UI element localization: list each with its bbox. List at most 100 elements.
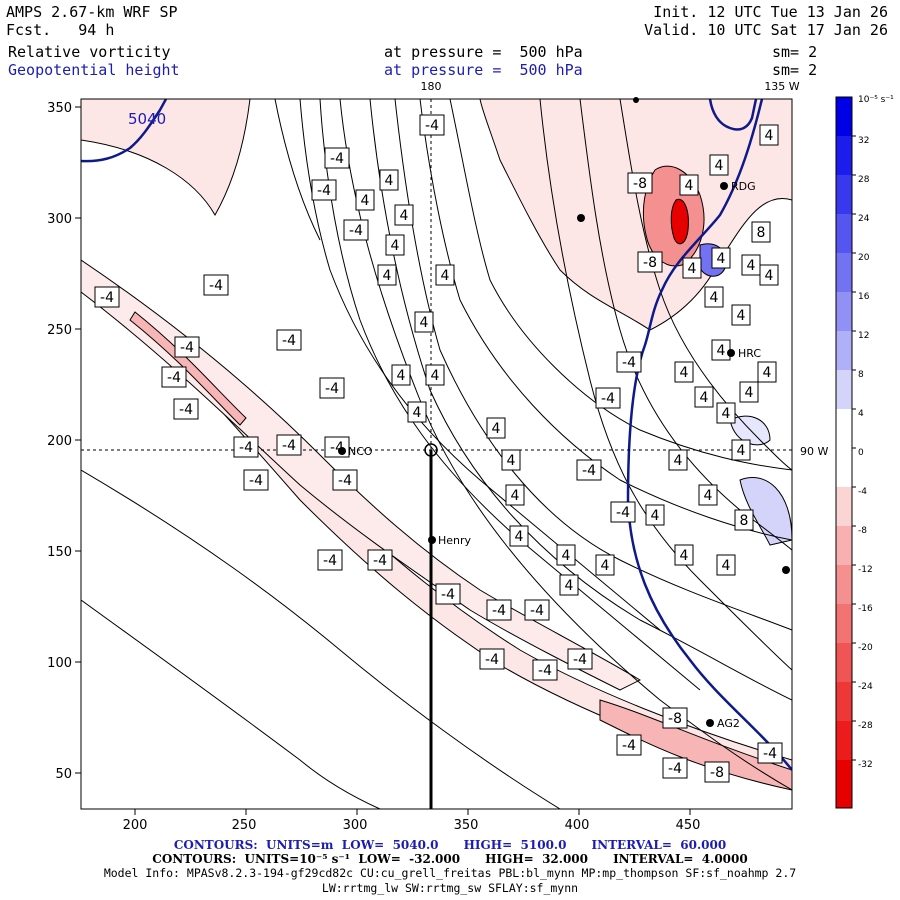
- svg-text:-4: -4: [167, 370, 181, 386]
- height-contour-info: CONTOURS: UNITS=m LOW= 5040.0 HIGH= 5100…: [173, 838, 727, 852]
- svg-text:-4: -4: [317, 183, 331, 199]
- model-info-2: LW:rrtmg_lw SW:rrtmg_sw SFLAY:sf_mynn: [321, 881, 579, 895]
- y-tick-50: 50: [55, 767, 72, 782]
- svg-text:-4: -4: [530, 603, 544, 619]
- colorbar-swatch-zero: [836, 409, 852, 487]
- svg-text:-4: -4: [338, 473, 352, 489]
- svg-text:-4: -4: [492, 603, 506, 619]
- contour-label: -4: [419, 114, 445, 136]
- svg-text:4: 4: [745, 385, 754, 401]
- svg-text:16: 16: [858, 292, 870, 302]
- contour-label: -4: [532, 659, 558, 681]
- contour-label: 4: [414, 311, 434, 333]
- svg-text:-16: -16: [858, 604, 873, 614]
- contour-label: 4: [739, 381, 759, 403]
- svg-text:4: 4: [765, 128, 774, 144]
- contour-label: 8: [734, 509, 754, 531]
- svg-text:4: 4: [674, 453, 683, 469]
- svg-text:-4: -4: [441, 587, 455, 603]
- svg-text:-4: -4: [538, 663, 552, 679]
- svg-text:4: 4: [420, 315, 429, 331]
- forecast-hour: Fcst. 94 h: [6, 21, 115, 39]
- contour-label: -4: [233, 436, 259, 458]
- svg-text:20: 20: [858, 253, 870, 263]
- contour-label: 4: [435, 264, 455, 286]
- svg-text:4: 4: [507, 453, 516, 469]
- svg-text:4: 4: [765, 268, 774, 284]
- x-tick-350: 350: [454, 818, 479, 833]
- colorbar-swatch: [836, 136, 852, 175]
- lon-label-135w: 135 W: [764, 80, 799, 93]
- svg-text:-4: -4: [249, 473, 263, 489]
- svg-text:-4: -4: [179, 402, 193, 418]
- contour-label: -4: [595, 387, 621, 409]
- colorbar: 10⁻⁵ s⁻¹ 32 28 24 20 16 12 8 4 0 -4 -8 -…: [835, 95, 894, 809]
- y-axis-labels: 350 300 250 200 150 100 50: [47, 101, 72, 782]
- contour-label: 4: [425, 364, 445, 386]
- contour-label: 4: [698, 484, 718, 506]
- contour-label: -4: [161, 366, 187, 388]
- colorbar-swatch: [836, 487, 852, 526]
- contour-label: 4: [509, 525, 529, 547]
- contour-label: 4: [694, 386, 714, 408]
- svg-text:4: 4: [722, 406, 731, 422]
- vorticity-band-strip: [129, 311, 247, 426]
- field2-name: Geopotential height: [8, 61, 180, 79]
- contour-label: 4: [674, 361, 694, 383]
- height-label-5040: 5040: [128, 110, 166, 128]
- svg-text:-8: -8: [633, 176, 647, 192]
- svg-text:0: 0: [858, 448, 864, 458]
- model-info: Model Info: MPASv8.2.3-194-gf29cd82c CU:…: [103, 866, 797, 880]
- svg-text:-4: -4: [239, 440, 253, 456]
- svg-text:4: 4: [400, 208, 409, 224]
- station-marker: [577, 214, 585, 222]
- contour-label: 4: [377, 264, 397, 286]
- colorbar-labels: 32 28 24 20 16 12 8 4 0 -4 -8 -12 -16 -2…: [858, 136, 873, 770]
- contour-label: -4: [616, 734, 642, 756]
- svg-text:4: 4: [737, 443, 746, 459]
- contour-label: 4: [645, 504, 665, 526]
- svg-text:4: 4: [511, 488, 520, 504]
- height-contours: [81, 99, 792, 771]
- svg-text:-4: -4: [858, 487, 867, 497]
- svg-text:32: 32: [858, 136, 869, 146]
- svg-text:8: 8: [757, 225, 766, 241]
- contour-label: -4: [486, 599, 512, 621]
- y-tick-250: 250: [47, 323, 72, 338]
- svg-text:-4: -4: [373, 553, 387, 569]
- svg-text:4: 4: [391, 238, 400, 254]
- svg-text:8: 8: [858, 370, 864, 380]
- svg-text:-4: -4: [325, 381, 339, 397]
- map-svg: 350 300 250 200 150 100 50 200 250 300 3…: [47, 80, 894, 833]
- colorbar-swatch: [836, 253, 852, 292]
- contour-label: 4: [505, 484, 525, 506]
- contour-label: 4: [711, 247, 731, 269]
- colorbar-swatch: [836, 292, 852, 331]
- station-nco-dot: [338, 447, 346, 455]
- station-rdg-label: RDG: [731, 180, 756, 193]
- contour-label: -4: [367, 549, 393, 571]
- contour-label: -4: [435, 583, 461, 605]
- contour-label: -4: [276, 434, 302, 456]
- colorbar-unit: 10⁻⁵ s⁻¹: [858, 95, 894, 105]
- contour-label: 4: [486, 417, 506, 439]
- station-ag2-label: AG2: [717, 717, 740, 730]
- svg-text:4: 4: [361, 193, 370, 209]
- svg-text:4: 4: [688, 261, 697, 277]
- svg-text:-4: -4: [330, 151, 344, 167]
- contour-label: -8: [704, 761, 730, 783]
- colorbar-swatch: [836, 643, 852, 682]
- svg-text:-20: -20: [858, 643, 873, 653]
- x-tick-450: 450: [676, 818, 701, 833]
- svg-text:4: 4: [441, 268, 450, 284]
- contour-label: -4: [479, 648, 505, 670]
- svg-text:-4: -4: [282, 438, 296, 454]
- svg-text:-4: -4: [180, 340, 194, 356]
- x-tick-300: 300: [343, 818, 368, 833]
- station-henry-label: Henry: [438, 534, 472, 547]
- station-marker: [782, 566, 790, 574]
- colorbar-swatch: [836, 370, 852, 409]
- contour-label: 4: [556, 544, 576, 566]
- svg-text:-4: -4: [582, 463, 596, 479]
- colorbar-swatch: [836, 721, 852, 760]
